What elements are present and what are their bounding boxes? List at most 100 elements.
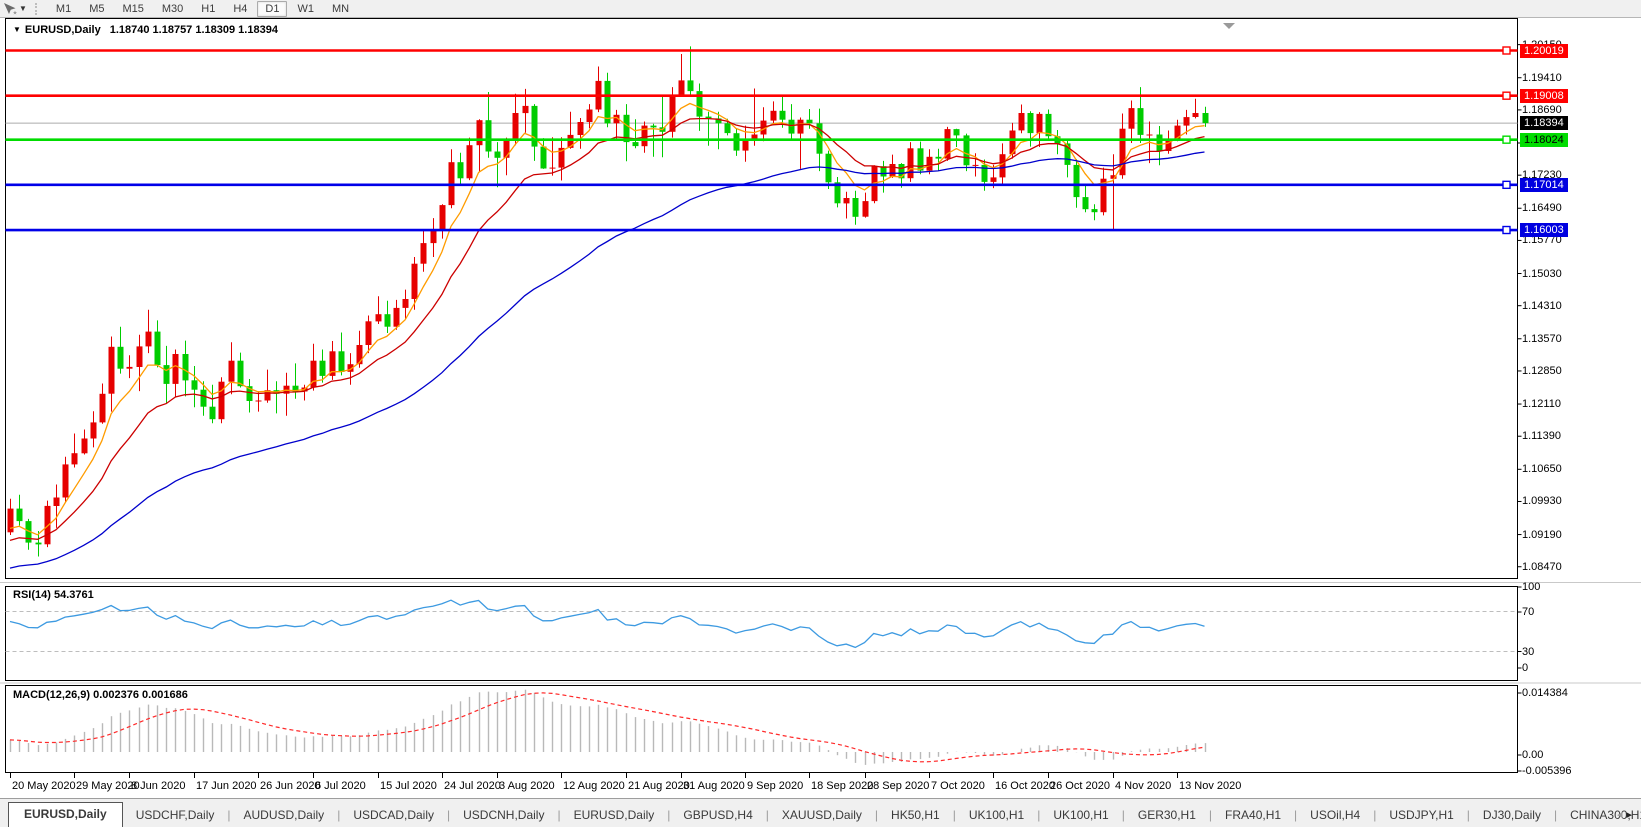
hline-price-badge: 1.20019 (1520, 44, 1568, 58)
ma-slow-line (9, 151, 1205, 569)
timeframe-button-h4[interactable]: H4 (233, 2, 248, 15)
chart-tab-ger30-h1[interactable]: GER30,H1 (1137, 808, 1196, 822)
tab-separator: | (1294, 808, 1298, 822)
rsi-axis-label: 0 (1522, 662, 1529, 674)
chart-tab-uk100-h1[interactable]: UK100,H1 (968, 808, 1025, 822)
tab-separator: | (557, 808, 561, 822)
date-axis-label: 4 Nov 2020 (1115, 780, 1172, 792)
date-axis-label: 26 Jun 2020 (260, 780, 321, 792)
chart-tab-eurusd-daily[interactable]: EURUSD,Daily (8, 802, 123, 827)
panel-frame (5, 685, 1518, 773)
price-axis-label: 1.18690 (1522, 104, 1562, 116)
date-axis-label: 16 Oct 2020 (995, 780, 1055, 792)
hline-price-badge: 1.19008 (1520, 89, 1568, 103)
cursor-tool-icon[interactable] (2, 2, 18, 16)
toolbar-grip[interactable] (34, 2, 41, 15)
chart-tab-usdcnh-daily[interactable]: USDCNH,Daily (463, 808, 545, 822)
price-axis-label: 1.11390 (1522, 430, 1561, 442)
macd-axis-label: 0.00 (1522, 749, 1544, 761)
tab-separator: | (1208, 808, 1213, 822)
collapse-triangle-icon[interactable]: ▼ (13, 25, 21, 34)
date-axis-label: 26 Oct 2020 (1050, 780, 1110, 792)
chart-tab-usdjpy-h1[interactable]: USDJPY,H1 (1389, 808, 1454, 822)
chart-tab-bar: EURUSD,Daily USDCHF,Daily | AUDUSD,Daily | US… (0, 798, 1641, 827)
date-axis-label: 3 Aug 2020 (499, 780, 555, 792)
chart-symbol-label: EURUSD,Daily (24, 24, 101, 36)
rsi-line (9, 599, 1205, 649)
chart-tab-eurusd-daily[interactable]: EURUSD,Daily (573, 808, 655, 822)
tab-separator: | (952, 808, 956, 822)
chart-tab-usoil-h4[interactable]: USOil,H4 (1310, 808, 1361, 822)
hline-handle[interactable] (1502, 180, 1511, 190)
price-axis-label: 1.15030 (1522, 268, 1562, 280)
date-axis-label: 17 Jun 2020 (196, 780, 257, 792)
timeframe-button-d1[interactable]: D1 (257, 0, 288, 17)
tab-separator: | (1121, 808, 1125, 822)
timeframe-button-h1[interactable]: H1 (201, 2, 216, 15)
timeframe-button-m30[interactable]: M30 (161, 2, 184, 15)
price-axis-label: 1.13570 (1522, 333, 1562, 345)
tab-separator: | (227, 808, 231, 822)
date-axis-label: 28 Sep 2020 (867, 780, 930, 792)
tab-separator: | (874, 808, 879, 822)
hline-price-badge: 1.17014 (1520, 178, 1568, 192)
rsi-label: RSI(14) 54.3761 (13, 589, 94, 601)
price-axis-label: 1.14310 (1522, 300, 1562, 312)
date-axis-label: 7 Oct 2020 (931, 780, 985, 792)
chart-tab-dj30-daily[interactable]: DJ30,Daily (1482, 808, 1541, 822)
date-axis-label: 21 Aug 2020 (628, 780, 690, 792)
hline-price-badge: 1.18024 (1520, 133, 1568, 147)
tab-separator: | (337, 808, 341, 822)
price-axis-label: 1.16490 (1522, 202, 1562, 214)
chart-tab-audusd-daily[interactable]: AUDUSD,Daily (243, 808, 325, 822)
timeframe-button-mn[interactable]: MN (331, 2, 350, 15)
chart-tab-gbpusd-h4[interactable]: GBPUSD,H4 (683, 808, 753, 822)
tab-separator: | (1466, 808, 1470, 822)
chart-tab-usdchf-daily[interactable]: USDCHF,Daily (135, 808, 215, 822)
macd-axis-label: 0.014384 (1522, 687, 1568, 699)
date-axis-label: 6 Jul 2020 (315, 780, 366, 792)
date-axis-label: 9 Sep 2020 (747, 780, 804, 792)
price-axis-label: 1.12850 (1522, 365, 1562, 377)
tab-separator: | (1553, 808, 1558, 822)
chart-tab-china300-h1[interactable]: CHINA300,H1 (1570, 808, 1641, 822)
current-price-badge: 1.18394 (1520, 116, 1568, 130)
chart-tab-xauusd-daily[interactable]: XAUUSD,Daily (781, 808, 862, 822)
tab-separator: | (667, 808, 671, 822)
timeframe-button-m15[interactable]: M15 (122, 2, 144, 15)
hline-handle[interactable] (1502, 91, 1511, 100)
price-axis-label: 1.09930 (1522, 495, 1562, 507)
date-axis-label: 29 May 2020 (76, 780, 140, 792)
tab-scroll-right-icon[interactable]: ▸ (1626, 809, 1636, 821)
chevron-down-icon[interactable]: ▼ (19, 4, 27, 13)
tab-scroll-left-icon[interactable]: ◂ (1616, 809, 1627, 821)
tab-separator: | (1373, 808, 1377, 822)
date-axis-label: 13 Nov 2020 (1179, 780, 1242, 792)
hline-handle[interactable] (1502, 225, 1511, 235)
timeframe-button-w1[interactable]: W1 (297, 2, 314, 15)
timeframe-button-m1[interactable]: M1 (55, 2, 72, 15)
chart-tab-usdcad-daily[interactable]: USDCAD,Daily (353, 808, 434, 822)
date-axis-label: 20 May 2020 (12, 780, 76, 792)
date-axis-label: 31 Aug 2020 (683, 780, 745, 792)
tab-separator: | (447, 808, 451, 822)
panel-frame (5, 18, 1518, 579)
rsi-axis-label: 100 (1522, 581, 1541, 593)
rsi-axis-label: 70 (1522, 606, 1535, 618)
price-axis-label: 1.12110 (1522, 398, 1561, 410)
date-axis-label: 8 Jun 2020 (131, 780, 186, 792)
chart-tab-uk100-h1[interactable]: UK100,H1 (1053, 808, 1109, 822)
chart-shift-marker-icon[interactable] (1223, 23, 1235, 29)
chart-ohlc-values: 1.18740 1.18757 1.18309 1.18394 (109, 24, 278, 36)
price-axis-label: 1.08470 (1522, 561, 1562, 573)
macd-signal-line (9, 692, 1205, 763)
chart-tab-hk50-h1[interactable]: HK50,H1 (891, 808, 940, 822)
date-axis-label: 18 Sep 2020 (811, 780, 874, 792)
chart-tab-fra40-h1[interactable]: FRA40,H1 (1225, 808, 1282, 822)
price-axis-label: 1.19410 (1522, 72, 1562, 84)
timeframe-button-m5[interactable]: M5 (89, 2, 105, 15)
hline-handle[interactable] (1502, 46, 1511, 55)
tab-separator: | (765, 808, 769, 822)
hline-handle[interactable] (1502, 135, 1511, 144)
